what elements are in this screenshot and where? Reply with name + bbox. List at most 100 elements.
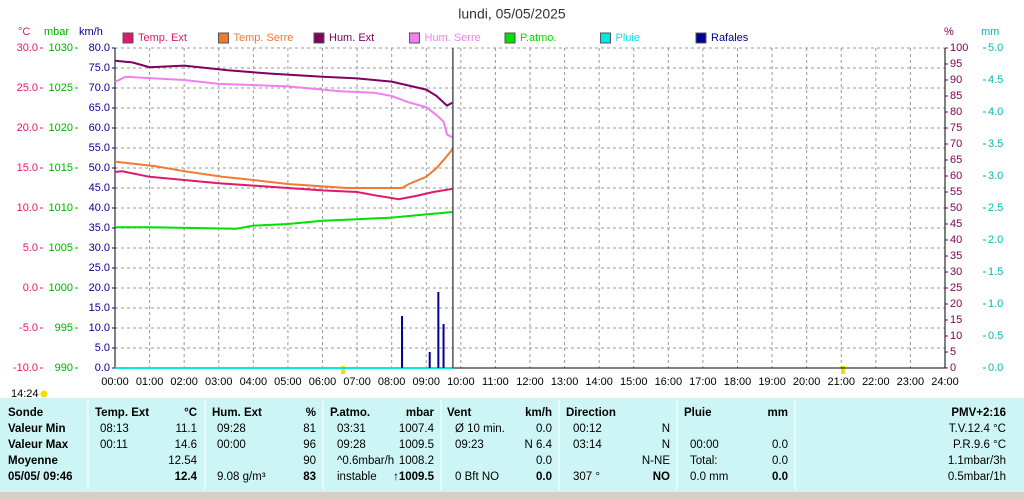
x-tick-label: 08:00 [378,376,406,388]
legend-swatch [122,32,134,44]
sun-marker [841,366,845,374]
y-tick-label: 1030 [49,42,73,54]
table-cell: 0 Bft NO [455,471,499,483]
y-tick-label: 30 [950,266,962,278]
table-header: Temp. Ext [95,407,149,419]
y-tick-label: 5.0 [23,242,38,254]
y-tick-label: 2.0 [988,234,1003,246]
x-tick-label: 06:00 [309,376,337,388]
y-tick-label: 55.0 [89,142,110,154]
legend-label: Rafales [711,32,749,44]
x-tick-label: 09:00 [412,376,440,388]
table-cell: Total: [690,455,718,467]
legend-label: Hum. Serre [425,32,481,44]
legend-label: Temp. Serre [234,32,294,44]
y-tick-label: 4.0 [988,106,1003,118]
y-tick-label: 5.0 [95,342,110,354]
x-tick-label: 14:00 [585,376,613,388]
table-cell: 03:14 [573,439,602,451]
table-cell: 08:13 [100,423,129,435]
x-tick-label: 20:00 [793,376,821,388]
y-tick-label: 1.5 [988,266,1003,278]
table-cell: 05/05/ 09:46 [8,471,73,483]
legend-swatch [218,32,229,44]
legend-label: Pluie [616,32,640,44]
y-tick-label: 80 [950,106,962,118]
y-tick-label: 90 [950,74,962,86]
table-cell: Moyenne [8,455,58,467]
table-header: PMV+2:16 [951,407,1006,419]
y-tick-label: 55 [950,186,962,198]
y-tick-label: 45 [950,218,962,230]
y-tick-label: 10 [950,330,962,342]
x-tick-label: 12:00 [516,376,544,388]
table-cell: 09:28 [217,423,246,435]
series-line [114,59,454,107]
table-header: Sonde [8,407,43,419]
table-header: P.atmo. [330,407,370,419]
y-tick-label: -5.0 [19,322,38,334]
y-tick-label: 0.0 [988,362,1003,374]
table-cell: 9.08 g/m³ [217,471,266,483]
x-tick-label: 22:00 [862,376,890,388]
table-cell: 1007.4 [399,423,435,435]
series-line [114,75,454,139]
y-tick-label: 2.5 [988,202,1003,214]
table-header: Hum. Ext [212,407,262,419]
axis-unit: km/h [79,26,103,38]
y-tick-label: 5 [950,346,956,358]
table-cell: 0.0 [536,471,552,483]
legend-label: Hum. Ext [329,32,374,44]
table-cell: instable [337,471,377,483]
x-tick-label: 02:00 [170,376,198,388]
table-cell: 00:11 [100,439,128,451]
y-tick-label: 20.0 [17,122,38,134]
y-tick-label: 60.0 [89,122,110,134]
legend-swatch [600,32,611,44]
table-cell: 307 ° [573,471,600,483]
table-header: °C [184,407,197,419]
legend-swatch [695,32,707,44]
table-cell: NO [653,471,670,483]
table-header: Vent [447,407,471,419]
x-tick-label: 00:00 [101,376,129,388]
legend-label: P.atmo. [520,32,557,44]
table-cell: 0.0 mm [690,471,728,483]
y-tick-label: 35 [950,250,962,262]
y-tick-label: 65.0 [89,102,110,114]
table-cell: N-NE [642,455,670,467]
y-tick-label: 3.5 [988,138,1003,150]
y-tick-label: 70.0 [89,82,110,94]
y-tick-label: 10.0 [89,322,110,334]
y-tick-label: 15.0 [89,302,110,314]
legend-swatch [313,32,325,44]
table-cell: T.V.12.4 °C [949,423,1006,435]
table-cell: 1008.2 [399,455,434,467]
y-tick-label: 25.0 [89,262,110,274]
table-cell: 09:28 [337,439,366,451]
y-tick-label: 50.0 [89,162,110,174]
y-tick-label: 40.0 [89,202,110,214]
legend-label: Temp. Ext [138,32,187,44]
x-tick-label: 17:00 [689,376,717,388]
series-line [114,148,454,189]
chart-title: lundi, 05/05/2025 [458,6,566,22]
y-tick-label: 40 [950,234,962,246]
series-line [115,211,453,230]
separators [87,400,796,490]
table-cell: N [662,423,670,435]
x-tick-label: 24:00 [931,376,959,388]
table-cell: Valeur Max [8,439,69,451]
table-cell: 96 [303,439,316,451]
table-cell: 90 [303,455,316,467]
table-cell: Valeur Min [8,423,66,435]
table-cell: 11.1 [175,423,197,435]
legend-swatch [409,32,420,44]
table-cell: 0.0 [772,471,788,483]
series-line [114,170,454,201]
table-cell: P.R.9.6 °C [953,439,1006,451]
table-cell: 0.5mbar/1h [948,471,1006,483]
y-tick-label: 1.0 [988,298,1003,310]
table-cell: 00:12 [573,423,602,435]
